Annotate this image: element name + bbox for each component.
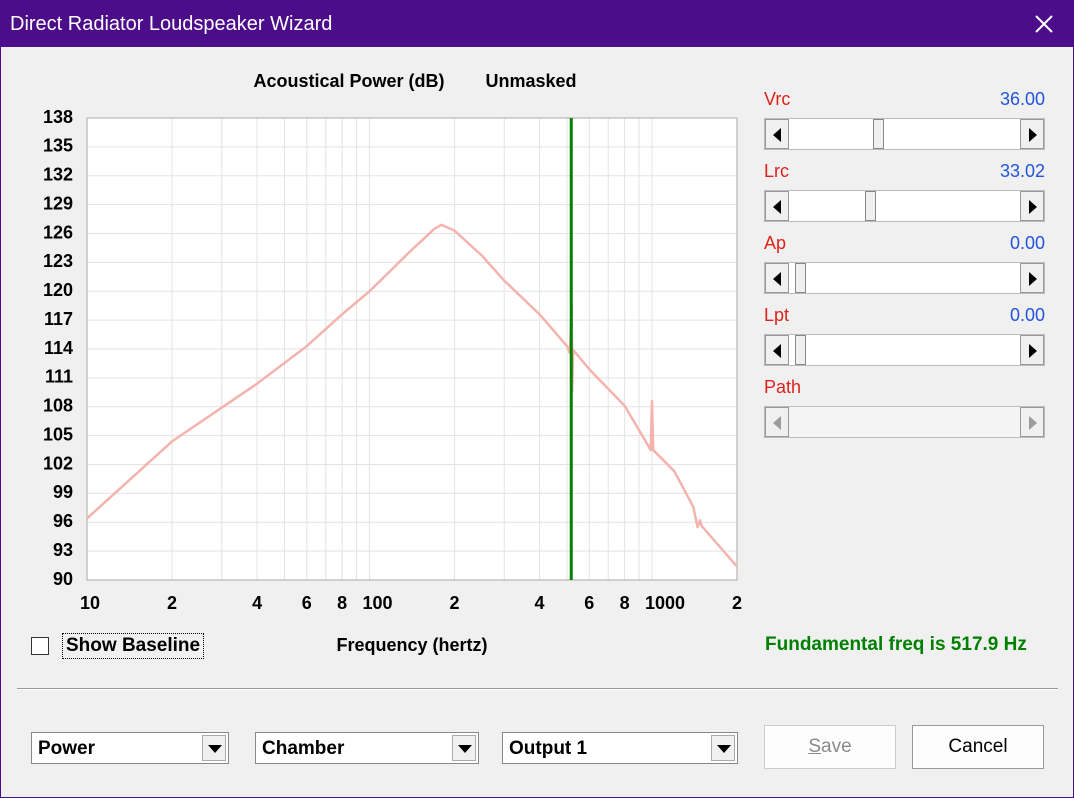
chart-subtitle: Unmasked bbox=[485, 71, 576, 91]
chart-title: Acoustical Power (dB) bbox=[253, 71, 444, 91]
slider-value: 33.02 bbox=[999, 161, 1045, 181]
dropdown[interactable]: Output 1 bbox=[502, 732, 738, 764]
slider-label: Lpt bbox=[764, 305, 790, 325]
plot-area bbox=[86, 117, 738, 581]
y-tick-label: 90 bbox=[53, 569, 73, 589]
x-tick-label: 4 bbox=[535, 593, 545, 613]
slider-label: Path bbox=[764, 377, 802, 397]
slider-label: Lrc bbox=[764, 161, 790, 181]
slider-label: Vrc bbox=[764, 89, 791, 109]
x-axis-label: Frequency (hertz) bbox=[336, 635, 487, 655]
window-title: Direct Radiator Loudspeaker Wizard bbox=[10, 13, 333, 35]
y-tick-label: 108 bbox=[43, 396, 73, 416]
x-tick-label: 6 bbox=[302, 593, 312, 613]
slider-thumb[interactable] bbox=[873, 119, 884, 149]
y-tick-label: 93 bbox=[53, 540, 73, 560]
slider-value: 36.00 bbox=[999, 89, 1045, 109]
y-tick-label: 96 bbox=[53, 511, 73, 531]
y-tick-label: 114 bbox=[44, 338, 73, 358]
separator bbox=[17, 688, 1058, 690]
y-tick-label: 117 bbox=[44, 309, 73, 329]
x-tick-label: 6 bbox=[584, 593, 594, 613]
slider-arrow[interactable] bbox=[1020, 263, 1044, 293]
slider-thumb[interactable] bbox=[795, 263, 806, 293]
dropdown-text: Power bbox=[38, 738, 96, 759]
y-tick-label: 129 bbox=[43, 193, 73, 213]
fundamental-label: Fundamental freq is 517.9 Hz bbox=[765, 634, 1027, 655]
x-tick-label: 1000 bbox=[645, 593, 685, 613]
y-tick-label: 120 bbox=[43, 280, 73, 300]
cancel-label: Cancel bbox=[948, 736, 1008, 757]
save-button: Save bbox=[764, 725, 896, 769]
slider-arrow[interactable] bbox=[1020, 335, 1044, 365]
title-bar: Direct Radiator Loudspeaker Wizard bbox=[1, 1, 1073, 47]
cancel-button[interactable]: Cancel bbox=[912, 725, 1044, 769]
dropdown[interactable]: Chamber bbox=[255, 732, 479, 764]
slider-thumb[interactable] bbox=[795, 335, 806, 365]
x-tick-label: 100 bbox=[362, 593, 392, 613]
x-tick-label: 4 bbox=[252, 593, 262, 613]
slider-label: Ap bbox=[764, 233, 787, 253]
y-tick-label: 99 bbox=[53, 482, 73, 502]
x-tick-label: 8 bbox=[620, 593, 630, 613]
y-tick-label: 111 bbox=[45, 367, 73, 387]
slider-value: 0.00 bbox=[1009, 233, 1045, 253]
slider-arrow[interactable] bbox=[765, 119, 789, 149]
slider-arrow[interactable] bbox=[765, 191, 789, 221]
slider bbox=[764, 406, 1045, 438]
slider-arrow[interactable] bbox=[1020, 119, 1044, 149]
slider[interactable] bbox=[764, 334, 1045, 366]
slider-arrow[interactable] bbox=[765, 335, 789, 365]
dropdown-text: Chamber bbox=[262, 738, 345, 759]
slider[interactable] bbox=[764, 262, 1045, 294]
slider[interactable] bbox=[764, 118, 1045, 150]
y-tick-label: 135 bbox=[43, 136, 73, 156]
y-tick-label: 123 bbox=[43, 251, 73, 271]
slider[interactable] bbox=[764, 190, 1045, 222]
close-button[interactable] bbox=[1035, 15, 1053, 33]
slider-arrow bbox=[765, 407, 789, 437]
dropdown[interactable]: Power bbox=[31, 732, 229, 764]
y-tick-label: 102 bbox=[43, 453, 73, 473]
checkbox[interactable] bbox=[31, 637, 49, 655]
y-tick-label: 138 bbox=[43, 107, 73, 127]
slider-arrow bbox=[1020, 407, 1044, 437]
slider-arrow[interactable] bbox=[1020, 191, 1044, 221]
x-tick-label: 2 bbox=[167, 593, 177, 613]
slider-value: 0.00 bbox=[1009, 305, 1045, 325]
slider-arrow[interactable] bbox=[765, 263, 789, 293]
x-tick-label: 8 bbox=[337, 593, 347, 613]
x-tick-label: 2 bbox=[732, 593, 742, 613]
y-tick-label: 126 bbox=[43, 222, 73, 242]
save-label: Save bbox=[808, 736, 852, 757]
x-tick-label: 2 bbox=[450, 593, 460, 613]
y-tick-label: 132 bbox=[43, 165, 73, 185]
chart: Acoustical Power (dB) Unmasked Frequency… bbox=[43, 71, 742, 655]
dropdown-text: Output 1 bbox=[509, 738, 588, 759]
checkbox-label[interactable]: Show Baseline bbox=[62, 633, 205, 659]
slider-thumb[interactable] bbox=[865, 191, 876, 221]
x-tick-label: 10 bbox=[80, 593, 100, 613]
y-tick-label: 105 bbox=[43, 424, 73, 444]
